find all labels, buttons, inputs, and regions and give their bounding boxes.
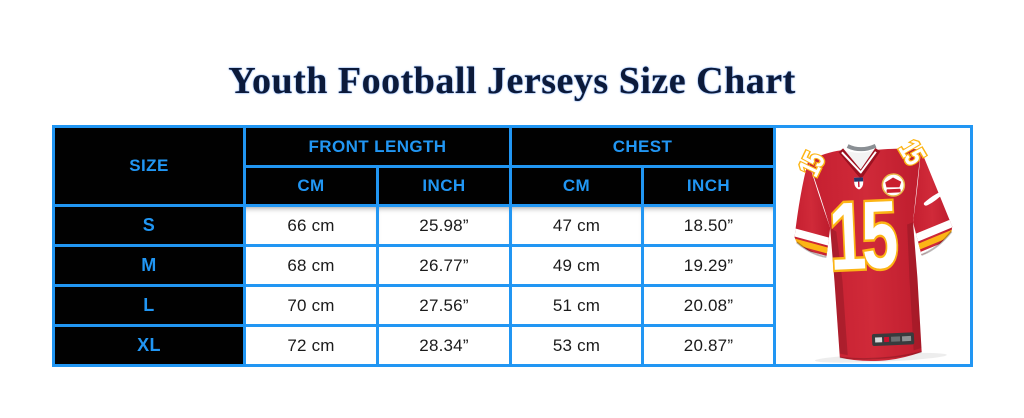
- chest-inch-value: 19.29”: [644, 247, 773, 284]
- front-inch-value: 28.34”: [379, 327, 509, 364]
- nfl-shield-logo: [854, 177, 864, 190]
- front-cm-value: 72 cm: [246, 327, 376, 364]
- column-header-chest-inch: INCH: [644, 168, 773, 204]
- chest-number: 15: [827, 182, 899, 291]
- swoosh-logo: [923, 188, 948, 206]
- front-inch-value: 25.98”: [379, 207, 509, 244]
- chest-cm-value: 51 cm: [512, 287, 641, 324]
- front-inch-value: 26.77”: [379, 247, 509, 284]
- column-header-front-inch: INCH: [379, 168, 509, 204]
- front-cm-value: 66 cm: [246, 207, 376, 244]
- chest-cm-value: 53 cm: [512, 327, 641, 364]
- column-group-front-length: FRONT LENGTH: [246, 128, 509, 165]
- jersey-illustration: 15 15: [790, 133, 954, 363]
- size-label-m: M: [55, 247, 243, 284]
- chest-inch-value: 18.50”: [644, 207, 773, 244]
- jock-tag: [871, 332, 915, 347]
- front-cm-value: 70 cm: [246, 287, 376, 324]
- column-header-size: SIZE: [55, 128, 243, 204]
- jersey-image: 15 15: [776, 128, 970, 364]
- front-cm-value: 68 cm: [246, 247, 376, 284]
- column-header-chest-cm: CM: [512, 168, 641, 204]
- column-header-front-cm: CM: [246, 168, 376, 204]
- size-label-s: S: [55, 207, 243, 244]
- size-chart-table: SIZE FRONT LENGTH CHEST CM INCH CM INCH …: [52, 125, 973, 367]
- chest-inch-value: 20.87”: [644, 327, 773, 364]
- neck-opening: [841, 148, 877, 175]
- size-label-xl: XL: [55, 327, 243, 364]
- page-title: Youth Football Jerseys Size Chart: [228, 60, 796, 103]
- column-group-chest: CHEST: [512, 128, 773, 165]
- size-label-l: L: [55, 287, 243, 324]
- chest-cm-value: 47 cm: [512, 207, 641, 244]
- collar-back: [846, 143, 877, 152]
- chest-cm-value: 49 cm: [512, 247, 641, 284]
- front-inch-value: 27.56”: [379, 287, 509, 324]
- jersey-body: [808, 148, 922, 362]
- chest-inch-value: 20.08”: [644, 287, 773, 324]
- team-patch: [881, 173, 906, 197]
